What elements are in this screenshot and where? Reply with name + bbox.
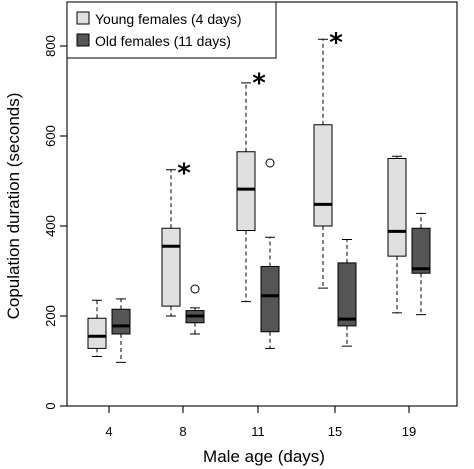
- box-iqr: [87, 317, 107, 349]
- box-old: [185, 284, 205, 335]
- y-tick-label: 600: [43, 125, 58, 147]
- x-tick-label: 8: [179, 424, 186, 439]
- box-series: [87, 38, 431, 363]
- y-tick-label: 400: [43, 215, 58, 237]
- box-iqr: [387, 158, 407, 257]
- box-iqr: [111, 308, 131, 335]
- box-iqr: [411, 227, 431, 274]
- y-axis-title: Copulation duration (seconds): [4, 93, 23, 320]
- box-iqr: [260, 266, 280, 333]
- legend-swatch-old: [76, 33, 90, 47]
- box-young: [87, 299, 107, 357]
- significance-star: *: [252, 68, 266, 98]
- x-tick-label: 4: [105, 424, 112, 439]
- y-tick-label: 200: [43, 305, 58, 327]
- box-iqr: [337, 262, 357, 327]
- box-young: [161, 169, 181, 317]
- x-tick-label: 19: [402, 424, 416, 439]
- legend: Young females (4 days) Old females (11 d…: [66, 1, 277, 59]
- outlier-point: [190, 284, 200, 294]
- significance-star: *: [177, 158, 191, 188]
- x-axis-title: Male age (days): [203, 447, 325, 466]
- x-tick-label: 15: [328, 424, 342, 439]
- x-tick-label: 11: [251, 424, 265, 439]
- box-young: [236, 82, 256, 303]
- box-iqr: [313, 124, 333, 227]
- legend-frame: [66, 1, 277, 59]
- box-old: [260, 158, 280, 349]
- box-iqr: [236, 151, 256, 231]
- box-old: [337, 239, 357, 347]
- box-old: [111, 298, 131, 363]
- y-axis: 0 200 400 600 800: [43, 35, 67, 410]
- x-axis: 4 8 11 15 19: [105, 406, 416, 439]
- y-tick-label: 800: [43, 35, 58, 57]
- significance-annotations: * * *: [177, 28, 343, 189]
- box-young: [313, 38, 333, 289]
- legend-label-young: Young females (4 days): [95, 11, 242, 27]
- outlier-point: [265, 158, 275, 168]
- box-old: [411, 212, 431, 316]
- legend-label-old: Old females (11 days): [95, 33, 231, 49]
- legend-swatch-young: [76, 11, 90, 25]
- significance-star: *: [329, 28, 343, 58]
- box-iqr: [161, 227, 181, 307]
- y-tick-label: 0: [43, 402, 58, 409]
- box-young: [387, 155, 407, 314]
